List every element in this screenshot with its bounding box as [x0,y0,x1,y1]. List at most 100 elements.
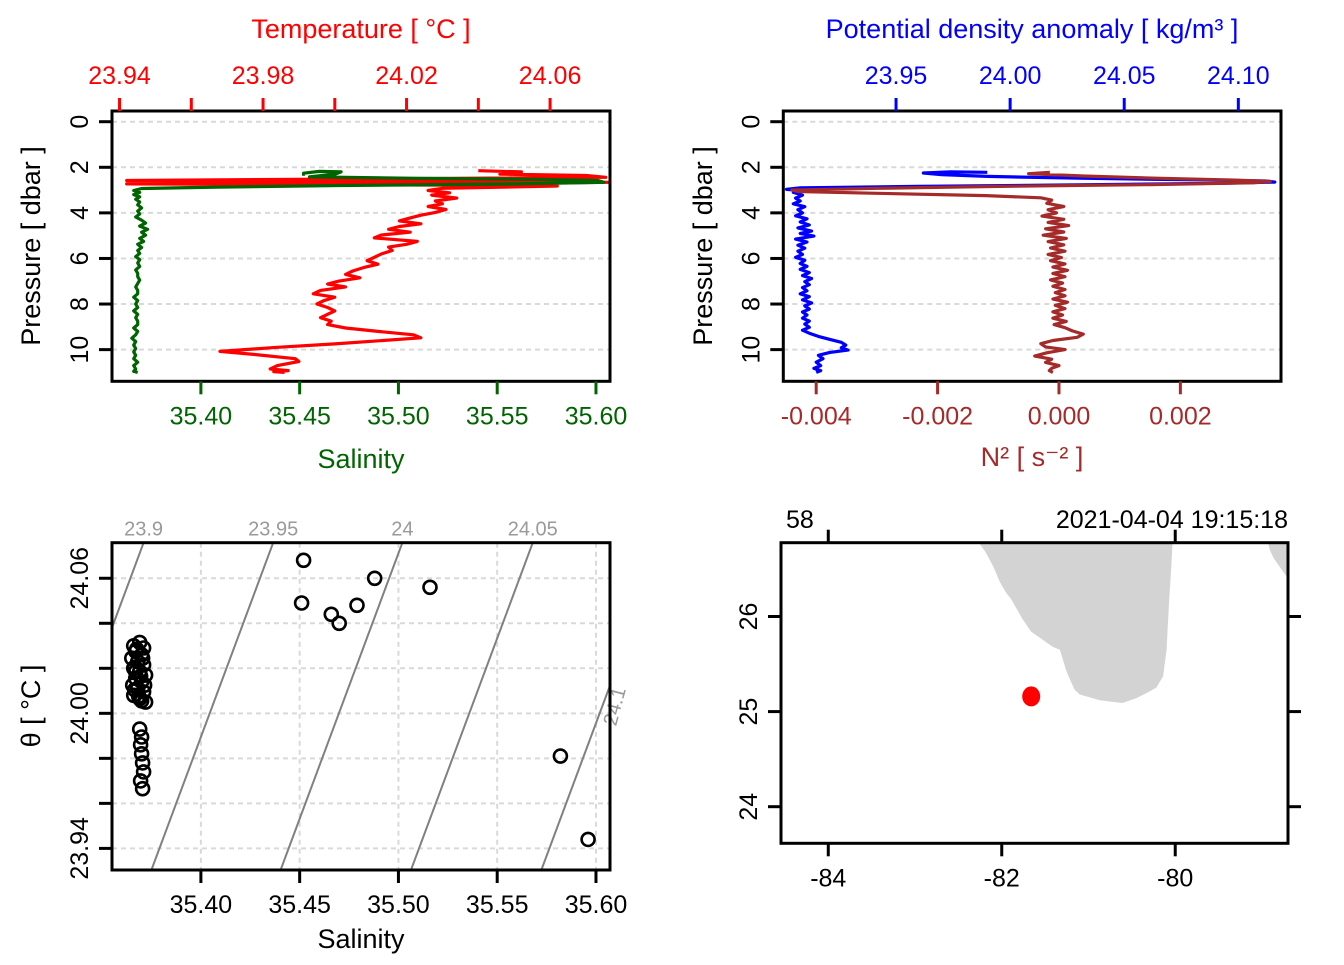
ts-point [134,755,151,771]
ts-point [134,650,151,667]
tick-label: 10 [66,336,94,364]
tick-label: 0 [737,115,765,129]
isopycnal-label: 24 [391,519,413,541]
ts-point [135,764,152,780]
ts-point [293,595,310,611]
ts-point [580,831,596,848]
ts-point [134,780,151,797]
tick-label: 23.94 [88,62,151,90]
ts-points [124,552,596,848]
ts-point [135,640,152,656]
ts-point [131,721,148,737]
ts-point [133,729,150,745]
density-axis-title: Potential density anomaly [ kg/m³ ] [826,14,1239,44]
pressure-axis-title-left: Pressure [ dbar ] [16,146,46,346]
plot-box [781,109,1283,383]
tick-label: 35.40 [170,891,233,919]
tick-label: 23.95 [865,62,928,90]
isopycnal-line [279,542,404,870]
salinity-axis-title-top-panel: Salinity [317,444,405,474]
tick-label: 2 [66,160,94,174]
ts-point [127,663,144,680]
ts-point [349,597,365,614]
isopycnals [112,542,610,870]
temperature-curve [125,169,610,374]
isopycnal-line [410,542,534,870]
panel-temperature-salinity-profile: 23.94 23.98 24.02 24.06 35.40 35.45 35.50 35.55… [66,62,627,430]
tick-label: 24.06 [66,547,94,610]
ts-point [295,552,312,569]
plot-box [779,541,1290,845]
isopycnal-line [150,542,275,870]
tick-label: -0.002 [902,402,973,430]
ts-point [323,606,340,623]
pressure-axis-title-right: Pressure [ dbar ] [688,146,718,346]
tick-label: 24 [735,793,763,821]
tick-label: 24.05 [1093,62,1156,90]
tick-label: 35.45 [268,891,331,919]
station-time-label: 2021-04-04 19:15:18 [1056,506,1288,534]
plot-box [110,541,612,872]
tick-label: 24.00 [979,62,1042,90]
tick-label: 10 [737,336,765,364]
tick-label: 35.60 [565,891,628,919]
ts-point [132,773,149,789]
ts-point [132,736,149,753]
temperature-axis-title: Temperature [ °C ] [251,14,470,44]
tick-label: 23.94 [66,817,94,880]
tick-label: 0.000 [1028,402,1091,430]
station-number-label: 58 [786,506,814,534]
station-dot [1022,686,1041,707]
tick-label: 6 [737,252,765,266]
tick-label: 35.40 [170,402,233,430]
tick-label: 35.60 [565,402,628,430]
landmass [978,542,1173,703]
tick-label: 35.55 [466,891,529,919]
tick-label: 8 [737,297,765,311]
land [978,542,1288,707]
tick-label: 0.002 [1149,402,1212,430]
panel-density-n2-profile: 23.95 24.00 24.05 24.10 -0.004 -0.002 0.000 0.0… [737,62,1283,430]
isopycnal-line [540,682,610,870]
tick-label: 35.50 [367,402,430,430]
ts-point [422,579,438,596]
tick-label: 26 [735,603,763,631]
isopycnal-label: 24.05 [508,519,558,541]
ts-point [366,570,383,587]
density-curve [784,170,1277,374]
tick-label: 4 [737,206,765,220]
theta-axis-title: θ [ °C ] [16,665,46,748]
salinity-axis-title-ts-panel: Salinity [317,924,405,954]
tick-label: 24.06 [519,62,582,90]
tick-label: 6 [66,252,94,266]
ts-point [133,693,150,709]
tick-label: 23.98 [232,62,295,90]
tick-label: -82 [984,864,1020,892]
n2-curve [790,170,1272,374]
isopycnal-label: 23.9 [124,519,163,541]
isopycnal-line [112,542,145,631]
panel-ts-diagram: 23.9 23.95 24 24.05 24.1 35.40 35.45 35.50 35.55… [66,519,631,919]
tick-label: -0.004 [781,402,852,430]
tick-label: 25 [735,698,763,726]
landmass [1268,542,1288,579]
salinity-curve [130,169,606,374]
tick-label: 0 [66,115,94,129]
ts-point [331,615,348,632]
tick-label: 8 [66,297,94,311]
isopycnal-label-right: 24.1 [600,685,631,728]
tick-label: 2 [737,160,765,174]
curves [125,169,610,374]
tick-label: 4 [66,206,94,220]
plot-box [110,109,612,383]
tick-label: 24.02 [375,62,438,90]
tick-label: 35.45 [268,402,331,430]
panel-station-map: -84 -82 -80 24 25 26 [735,529,1301,892]
tick-label: -80 [1157,864,1193,892]
tick-label: 24.10 [1207,62,1270,90]
tick-label: 35.55 [466,402,529,430]
isopycnal-label: 23.95 [248,519,298,541]
n2-axis-title: N² [ s⁻² ] [981,442,1084,472]
